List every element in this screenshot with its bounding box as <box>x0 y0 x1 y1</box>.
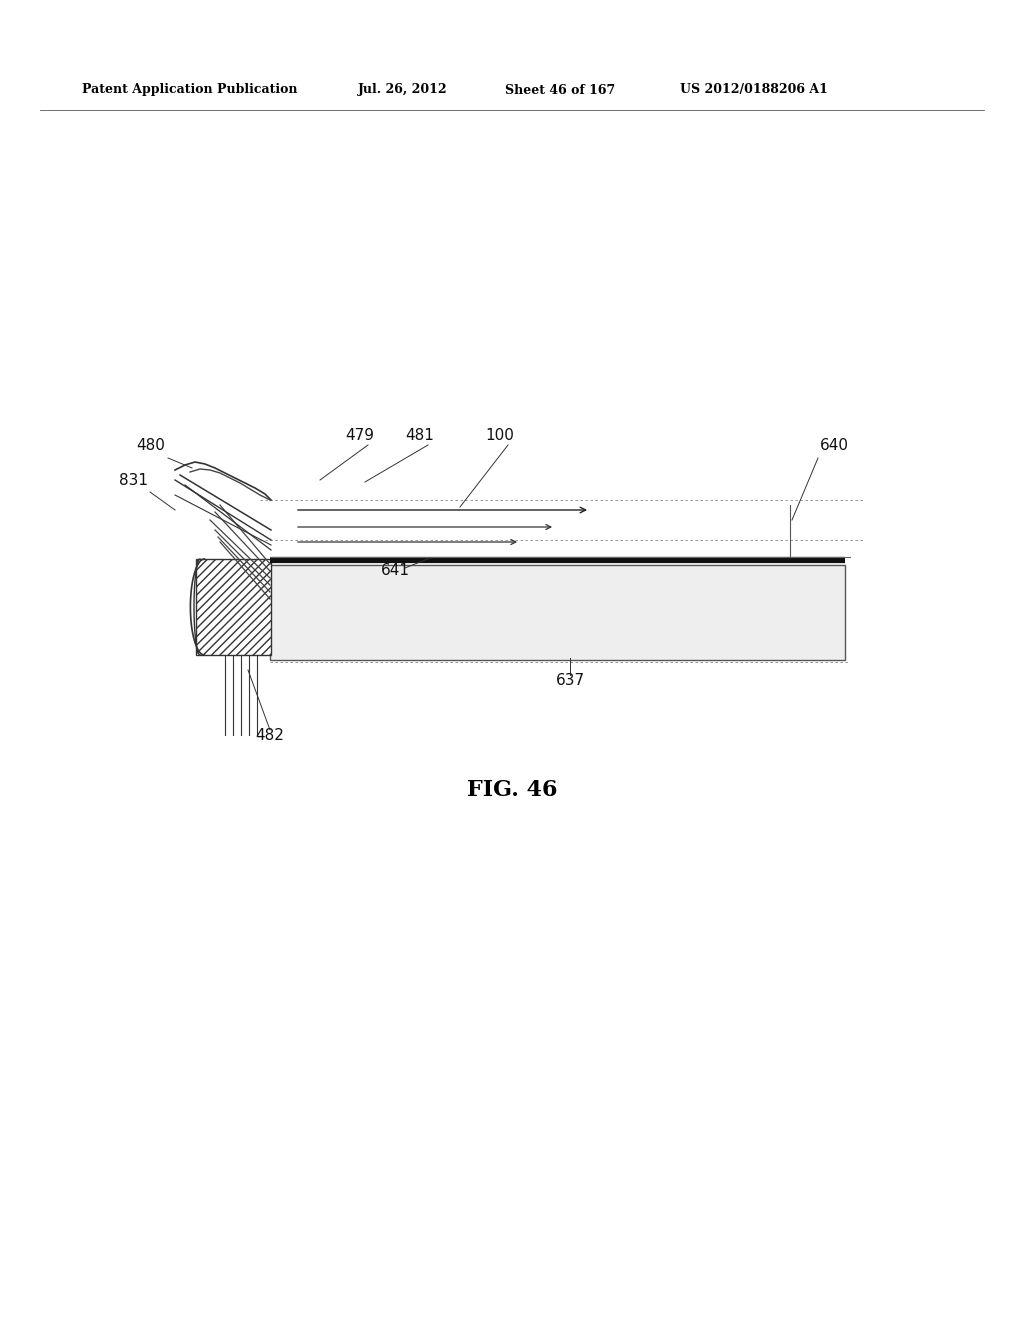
Text: 479: 479 <box>345 428 375 444</box>
Bar <box>270 565 845 660</box>
Text: Jul. 26, 2012: Jul. 26, 2012 <box>358 83 447 96</box>
Text: 831: 831 <box>119 473 148 488</box>
Text: FIG. 46: FIG. 46 <box>467 779 557 801</box>
Text: 480: 480 <box>136 438 165 453</box>
Text: 640: 640 <box>820 438 849 453</box>
Text: 100: 100 <box>485 428 514 444</box>
Text: 641: 641 <box>381 564 410 578</box>
Bar <box>196 558 271 655</box>
Text: 637: 637 <box>555 673 585 688</box>
Text: US 2012/0188206 A1: US 2012/0188206 A1 <box>680 83 827 96</box>
Text: Sheet 46 of 167: Sheet 46 of 167 <box>505 83 615 96</box>
Text: 482: 482 <box>256 729 285 743</box>
Text: 481: 481 <box>406 428 434 444</box>
Text: Patent Application Publication: Patent Application Publication <box>82 83 298 96</box>
